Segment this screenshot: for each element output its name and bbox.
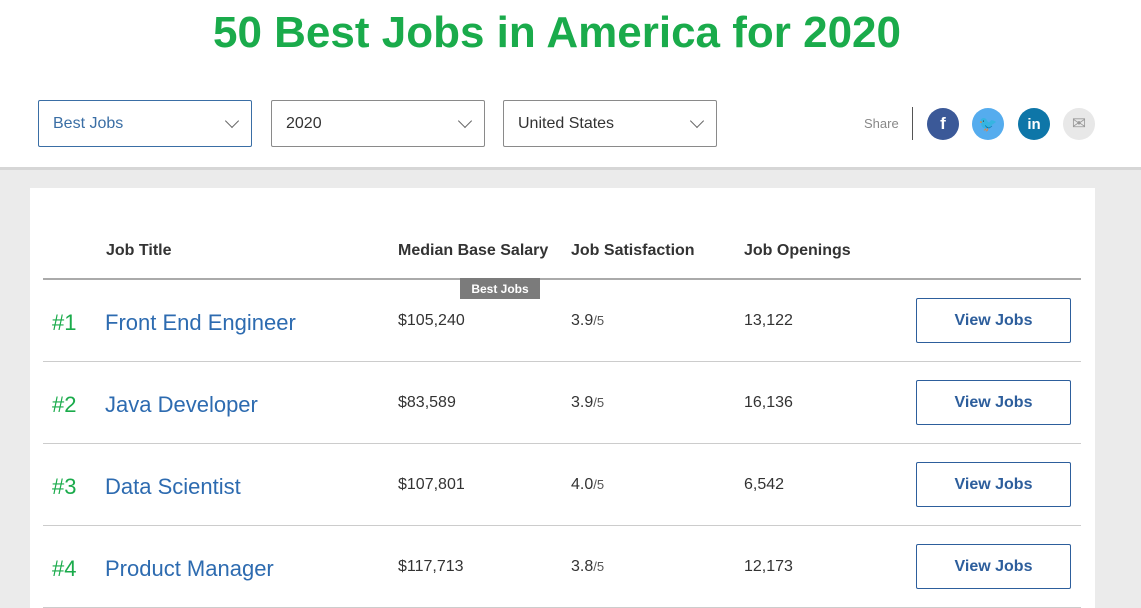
table-row: #2 Java Developer $83,589 3.9/5 16,136 V…	[43, 362, 1081, 444]
header: 50 Best Jobs in America for 2020 Best Jo…	[0, 0, 1141, 170]
openings: 12,173	[744, 558, 793, 575]
rank: #1	[52, 310, 77, 335]
satisfaction-value: 3.8	[571, 558, 594, 575]
satisfaction-value: 3.9	[571, 394, 594, 411]
job-title-link[interactable]: Java Developer	[105, 392, 258, 417]
view-jobs-button[interactable]: View Jobs	[916, 298, 1071, 343]
table-row: #4 Product Manager $117,713 3.8/5 12,173…	[43, 526, 1081, 608]
list-type-select[interactable]: Best Jobs	[38, 100, 252, 147]
satisfaction-value: 3.9	[571, 312, 594, 329]
chevron-down-icon	[457, 113, 473, 128]
satisfaction-value: 4.0	[571, 476, 594, 493]
year-select[interactable]: 2020	[271, 100, 485, 147]
salary: $105,240	[398, 312, 465, 329]
satisfaction: 3.8/5	[571, 558, 604, 576]
satisfaction-scale: /5	[593, 477, 605, 492]
tooltip: Best Jobs	[460, 278, 540, 299]
rank: #4	[52, 556, 77, 581]
job-title-link[interactable]: Front End Engineer	[105, 310, 296, 335]
view-jobs-button[interactable]: View Jobs	[916, 544, 1071, 589]
salary: $83,589	[398, 394, 456, 411]
view-jobs-button[interactable]: View Jobs	[916, 380, 1071, 425]
job-title-link[interactable]: Data Scientist	[105, 474, 241, 499]
chevron-down-icon	[689, 113, 705, 128]
country-select[interactable]: United States	[503, 100, 717, 147]
job-title-link[interactable]: Product Manager	[105, 556, 274, 581]
chevron-down-icon	[224, 113, 240, 128]
satisfaction-scale: /5	[593, 395, 605, 410]
email-icon[interactable]: ✉	[1063, 108, 1095, 140]
page-title: 50 Best Jobs in America for 2020	[212, 8, 901, 57]
header-divider	[43, 278, 1081, 280]
view-jobs-button[interactable]: View Jobs	[916, 462, 1071, 507]
rank: #2	[52, 392, 77, 417]
openings: 13,122	[744, 312, 793, 329]
openings: 16,136	[744, 394, 793, 411]
col-job-title: Job Title	[106, 242, 172, 259]
select-value: 2020	[286, 114, 322, 132]
satisfaction: 3.9/5	[571, 312, 604, 330]
satisfaction: 3.9/5	[571, 394, 604, 412]
satisfaction-scale: /5	[593, 559, 605, 574]
share-label: Share	[864, 116, 899, 131]
col-openings: Job Openings	[744, 242, 851, 259]
linkedin-icon[interactable]: in	[1018, 108, 1050, 140]
twitter-icon[interactable]: 🐦	[972, 108, 1004, 140]
table-row: #3 Data Scientist $107,801 4.0/5 6,542 V…	[43, 444, 1081, 526]
satisfaction-scale: /5	[593, 313, 605, 328]
salary: $117,713	[398, 558, 464, 575]
col-salary: Median Base Salary	[398, 242, 549, 259]
rank: #3	[52, 474, 77, 499]
select-value: United States	[518, 114, 615, 132]
select-value: Best Jobs	[53, 114, 124, 132]
col-satisfaction: Job Satisfaction	[571, 242, 695, 259]
table-row: #1 Front End Engineer $105,240 3.9/5 13,…	[43, 280, 1081, 362]
divider	[912, 107, 913, 140]
salary: $107,801	[398, 476, 465, 493]
facebook-icon[interactable]: f	[927, 108, 959, 140]
openings: 6,542	[744, 476, 785, 493]
satisfaction: 4.0/5	[571, 476, 604, 494]
